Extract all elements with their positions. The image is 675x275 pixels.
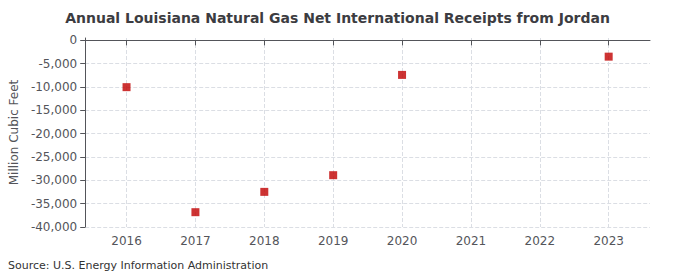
svg-text:0: 0 — [70, 33, 78, 47]
svg-text:2023: 2023 — [593, 234, 624, 248]
svg-text:2021: 2021 — [456, 234, 487, 248]
svg-text:-10,000: -10,000 — [31, 80, 77, 94]
svg-text:Million Cubic Feet: Million Cubic Feet — [7, 79, 21, 185]
svg-text:-20,000: -20,000 — [31, 127, 77, 141]
svg-text:2019: 2019 — [318, 234, 349, 248]
svg-text:2018: 2018 — [249, 234, 280, 248]
svg-text:-15,000: -15,000 — [31, 103, 77, 117]
svg-text:-5,000: -5,000 — [39, 57, 78, 71]
svg-text:Source: U.S. Energy Informatio: Source: U.S. Energy Information Administ… — [8, 259, 268, 272]
svg-text:-40,000: -40,000 — [31, 220, 77, 234]
svg-text:2020: 2020 — [387, 234, 418, 248]
svg-text:-25,000: -25,000 — [31, 150, 77, 164]
svg-text:2016: 2016 — [111, 234, 142, 248]
svg-text:-35,000: -35,000 — [31, 197, 77, 211]
svg-text:-30,000: -30,000 — [31, 173, 77, 187]
svg-text:Annual Louisiana Natural Gas N: Annual Louisiana Natural Gas Net Interna… — [65, 10, 610, 26]
svg-text:2017: 2017 — [180, 234, 211, 248]
svg-text:2022: 2022 — [525, 234, 556, 248]
